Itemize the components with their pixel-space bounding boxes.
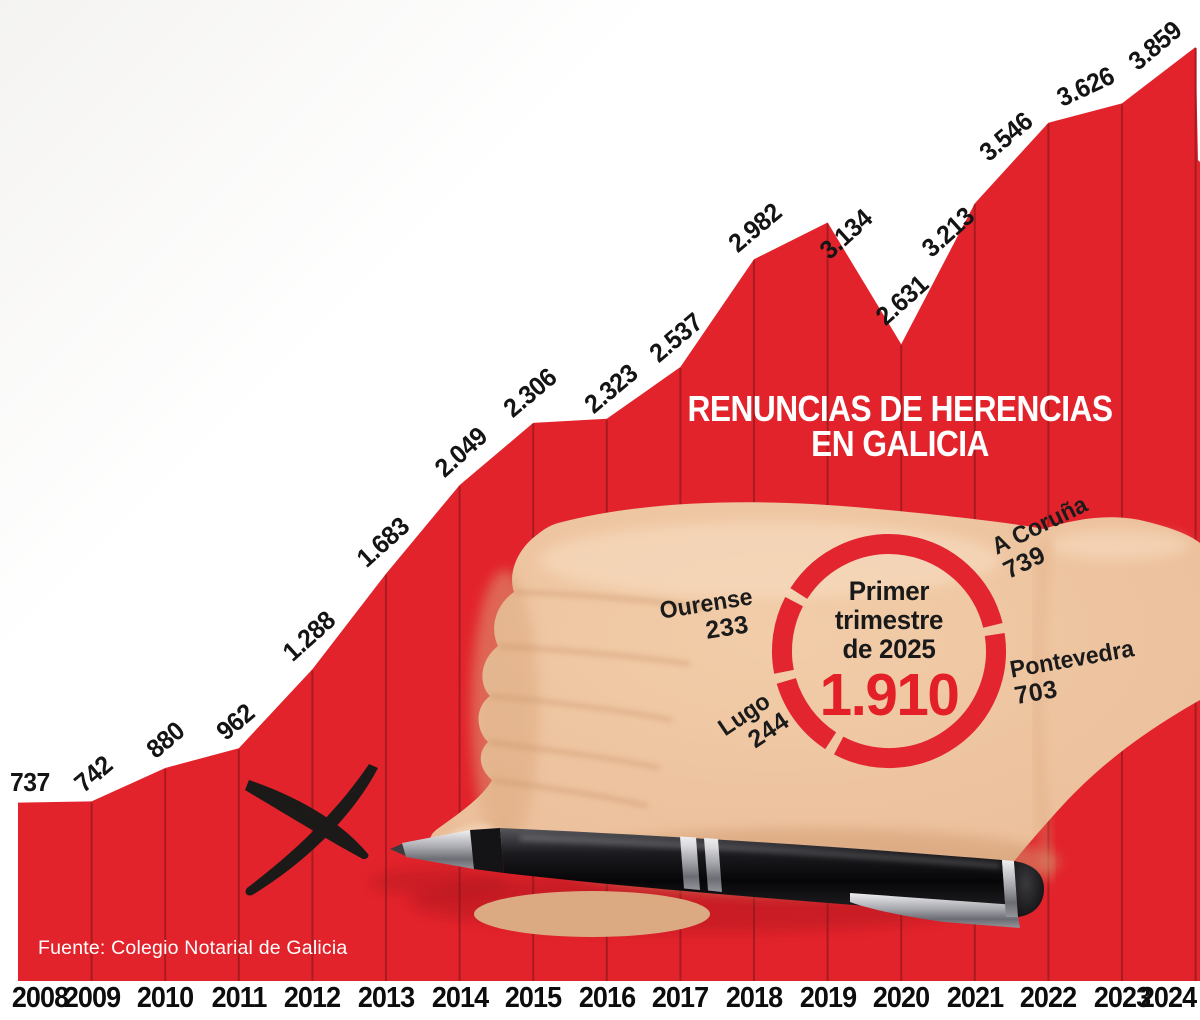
- chart-title-line2: EN GALICIA: [811, 423, 989, 464]
- wrist-highlight: [1050, 530, 1190, 560]
- x-axis-label-2017: 2017: [652, 982, 709, 1014]
- fingers-under-pen: [474, 891, 710, 937]
- pen: [390, 828, 1044, 928]
- inset-donut-ring: [772, 534, 1006, 769]
- pen-barrel: [500, 828, 1006, 917]
- donut-center-line3: de 2025: [842, 634, 936, 664]
- hand-silhouette: [430, 502, 1200, 876]
- pen-clip: [850, 893, 1020, 928]
- donut-segment-ourense: [772, 596, 804, 674]
- x-axis-label-2010: 2010: [137, 982, 194, 1014]
- x-axis-label-2021: 2021: [946, 982, 1004, 1014]
- x-axis-label-2023: 2023: [1093, 982, 1151, 1014]
- donut-total-value: 1.910: [819, 662, 960, 728]
- x-axis-label-2015: 2015: [505, 982, 562, 1014]
- x-axis-label-2019: 2019: [799, 982, 856, 1014]
- x-axis-label-2016: 2016: [578, 982, 636, 1014]
- x-axis-label-2022: 2022: [1020, 982, 1077, 1014]
- value-label-2008: 737: [10, 766, 50, 797]
- pen-band-1: [680, 836, 700, 890]
- pen-sheen: [519, 835, 1001, 869]
- finger-column-shade: [471, 570, 539, 850]
- donut-center-line2: trimestre: [834, 605, 944, 635]
- donut-segment-pontevedra: [834, 632, 1006, 769]
- x-axis-label-2008: 2008: [11, 982, 69, 1014]
- x-axis-label-2024: 2024: [1139, 982, 1197, 1014]
- pen-cap-ring: [1002, 860, 1018, 917]
- x-axis-label-2009: 2009: [63, 982, 120, 1014]
- pen-band-2: [704, 838, 722, 892]
- source-note: Fuente: Colegio Notarial de Galicia: [38, 937, 348, 959]
- x-axis-label-2018: 2018: [725, 982, 783, 1014]
- donut-center-line1: Primer: [848, 576, 930, 606]
- pen-collar: [470, 828, 504, 873]
- x-axis-label-2013: 2013: [357, 982, 415, 1014]
- hand-photo: [430, 502, 1200, 937]
- finger-creases: [487, 590, 709, 808]
- pen-cone: [402, 830, 474, 869]
- x-axis-label-2014: 2014: [431, 982, 488, 1014]
- donut-segment-lugo: [776, 677, 837, 750]
- pen-tip-shadow: [370, 868, 510, 896]
- donut-center: Primer trimestre de 2025 1.910: [789, 576, 989, 728]
- x-axis-label-2011: 2011: [211, 982, 267, 1014]
- chart-title-line1: RENUNCIAS DE HERENCIAS: [687, 388, 1113, 429]
- x-axis-label-2020: 2020: [873, 982, 930, 1014]
- x-axis-label-2012: 2012: [284, 982, 341, 1014]
- wrist-crease: [1032, 539, 1055, 881]
- chart-title: RENUNCIAS DE HERENCIAS EN GALICIA: [680, 388, 1120, 464]
- donut-segment-a-coruña: [790, 534, 1003, 628]
- x-mark-annotation: [245, 764, 378, 896]
- pen-cap: [1014, 861, 1044, 917]
